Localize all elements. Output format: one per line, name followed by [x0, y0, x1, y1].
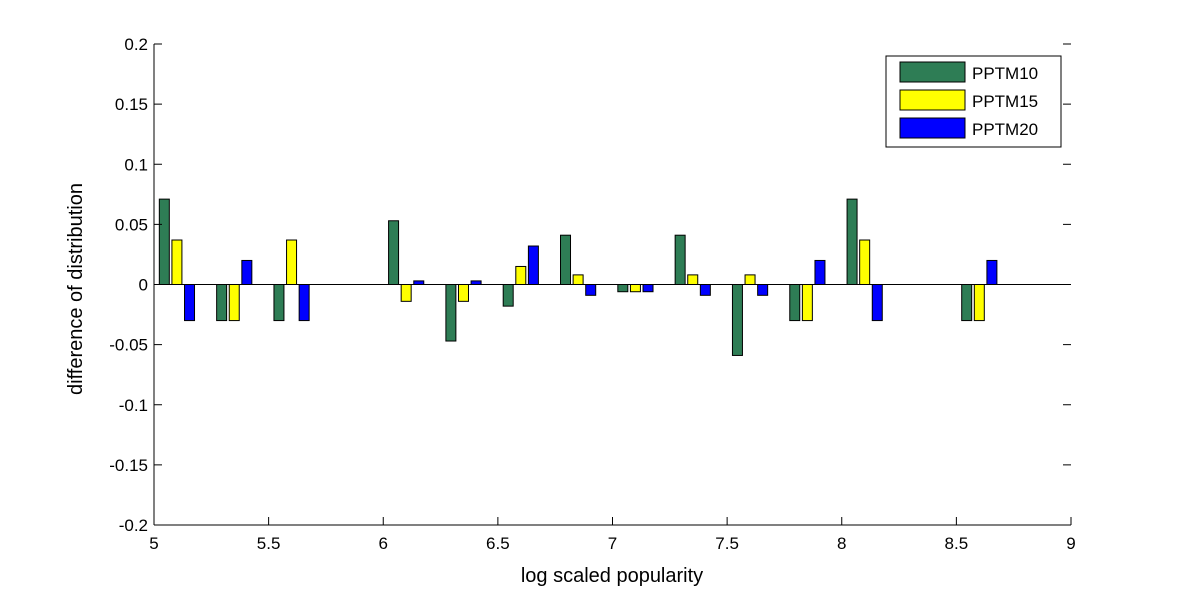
bar-pptm15-1: [228, 284, 240, 322]
bar-pptm20-4: [470, 280, 482, 286]
bar-pptm20-2: [298, 284, 310, 322]
legend-label-pptm20: PPTM20: [972, 120, 1038, 139]
bar-pptm10-8: [674, 234, 686, 285]
bar-pptm10-12: [961, 284, 973, 322]
y-tick-label: 0: [139, 276, 148, 295]
bar-pptm10-10: [789, 284, 801, 322]
bar-pptm15-5: [515, 265, 527, 285]
bar-pptm20-0: [184, 284, 196, 322]
y-tick-label: 0.1: [124, 155, 148, 174]
legend-swatch-pptm10: [899, 61, 966, 83]
bar-pptm20-6: [585, 284, 597, 296]
bar-pptm20-8: [699, 284, 711, 296]
y-tick-label: -0.05: [109, 336, 148, 355]
bar-pptm15-11: [859, 239, 871, 285]
bar-pptm20-9: [757, 284, 769, 296]
x-tick-label: 6.5: [486, 534, 510, 553]
bar-pptm20-12: [986, 259, 998, 286]
bar-pptm20-5: [527, 245, 539, 286]
x-tick-label: 8.5: [945, 534, 969, 553]
legend: PPTM10 PPTM15 PPTM20: [885, 55, 1062, 148]
bar-pptm10-4: [445, 284, 457, 342]
x-tick-label: 7.5: [715, 534, 739, 553]
bar-pptm10-11: [846, 198, 858, 285]
y-axis-label: difference of distribution: [65, 183, 87, 395]
x-tick-label: 8: [837, 534, 846, 553]
x-tick-label: 5: [149, 534, 158, 553]
bar-pptm10-5: [502, 284, 514, 307]
bar-pptm15-6: [572, 274, 584, 286]
y-tick-label: 0.2: [124, 35, 148, 54]
y-tick-label: 0.15: [115, 95, 148, 114]
y-tick-label: -0.2: [119, 516, 148, 535]
legend-label-pptm10: PPTM10: [972, 64, 1038, 83]
axes-layer: -0.2 -0.15 -0.1 -0.05 0 0.05 0.1 0.15 0.2 5 5.5 6 6.…: [109, 35, 1075, 553]
legend-swatch-pptm20: [899, 117, 966, 139]
x-tick-label: 6: [379, 534, 388, 553]
bar-pptm10-3: [388, 220, 400, 286]
y-tick-label: -0.15: [109, 456, 148, 475]
bar-pptm15-3: [400, 284, 412, 302]
x-tick-label: 5.5: [257, 534, 281, 553]
bar-pptm20-11: [871, 284, 883, 322]
bar-pptm20-1: [241, 259, 253, 286]
bar-pptm15-0: [171, 239, 183, 285]
bar-pptm15-9: [744, 274, 756, 286]
bar-pptm10-1: [216, 284, 228, 322]
legend-label-pptm15: PPTM15: [972, 92, 1038, 111]
bar-pptm20-7: [642, 284, 654, 293]
bar-pptm15-4: [457, 284, 469, 302]
x-tick-label: 7: [608, 534, 617, 553]
y-tick-label: 0.05: [115, 215, 148, 234]
bar-pptm10-7: [617, 284, 629, 293]
bar-pptm20-10: [814, 259, 826, 286]
bar-pptm10-2: [273, 284, 285, 322]
x-axis-label: log scaled popularity: [521, 565, 703, 587]
y-tick-label: -0.1: [119, 396, 148, 415]
legend-swatch-pptm15: [899, 89, 966, 111]
x-tick-label: 9: [1066, 534, 1075, 553]
bar-pptm15-2: [286, 239, 298, 285]
bar-pptm15-8: [687, 274, 699, 286]
bar-pptm10-9: [731, 284, 743, 356]
bar-pptm15-10: [801, 284, 813, 322]
bar-pptm15-12: [973, 284, 985, 322]
bar-pptm10-0: [158, 198, 170, 285]
bar-pptm10-6: [560, 234, 572, 285]
bar-pptm15-7: [629, 284, 641, 293]
bar-pptm20-3: [413, 280, 425, 286]
